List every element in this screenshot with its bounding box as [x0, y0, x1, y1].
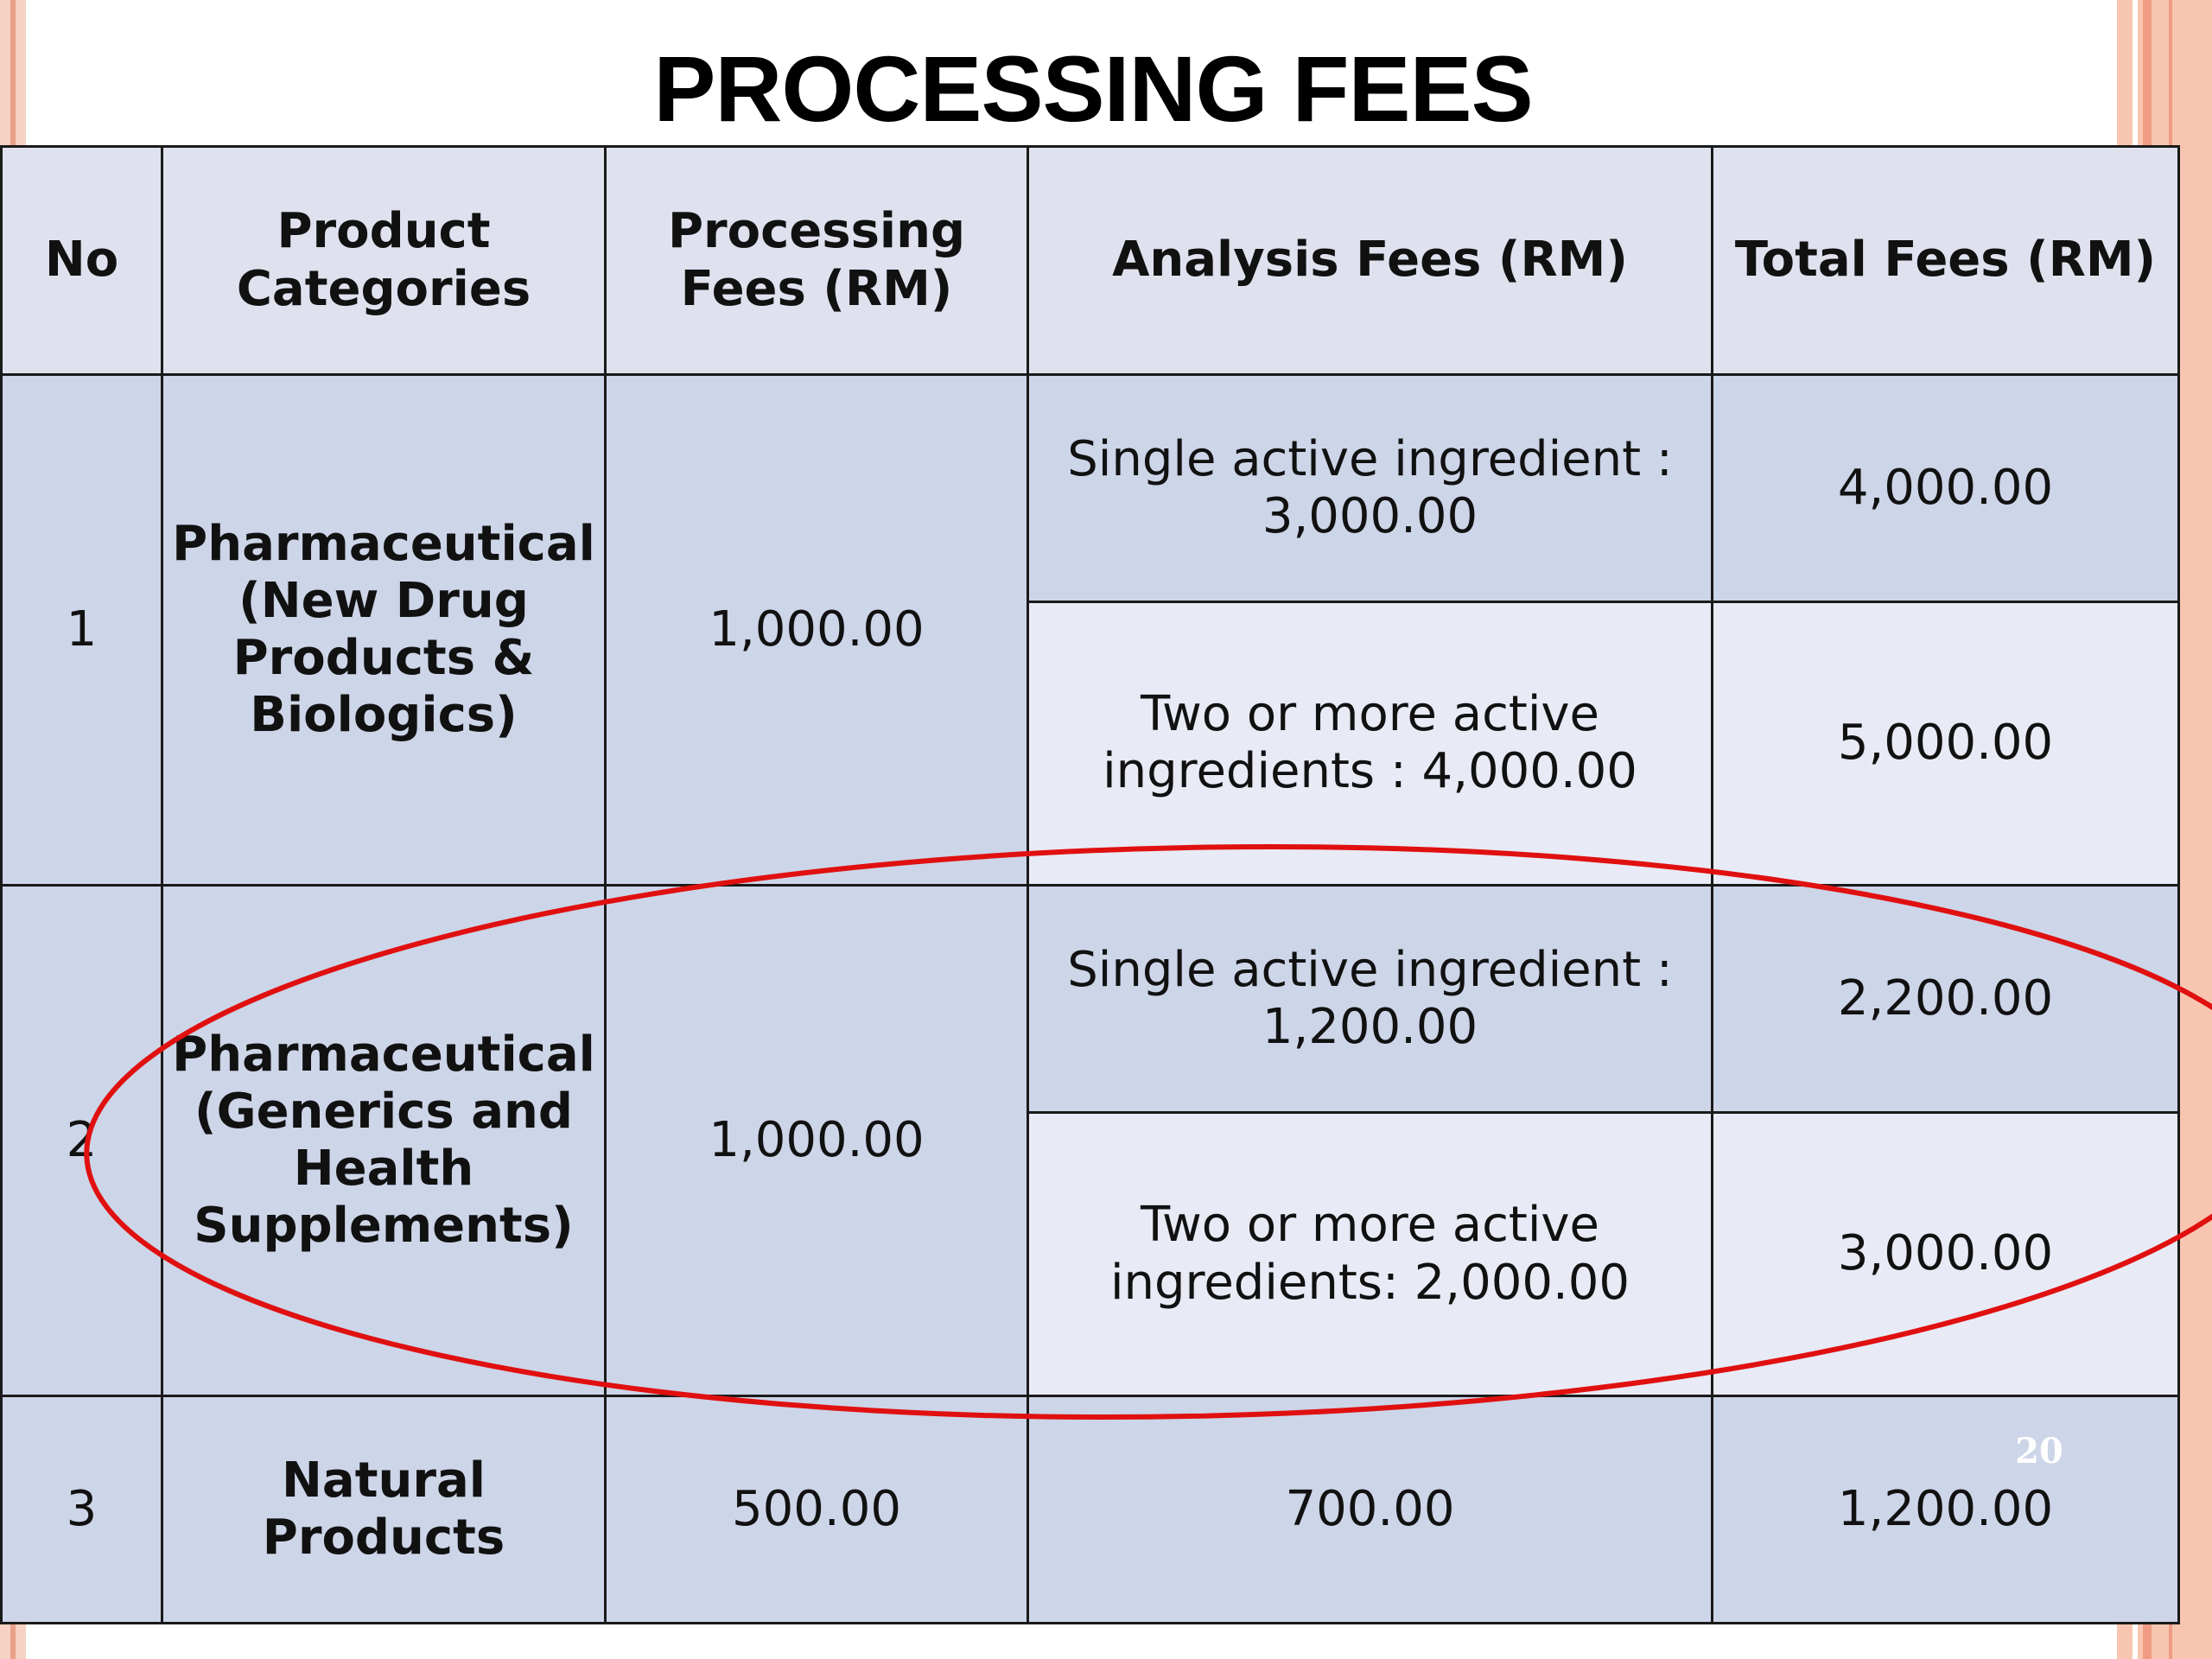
product-category-cell: Pharmaceutical (New Drug Products & Biol… — [161, 372, 607, 887]
row-no-cell: 1 — [0, 372, 163, 887]
processing-fee-cell: 1,000.00 — [604, 372, 1029, 887]
analysis-fee-cell: Single active ingredient : 1,200.00 — [1027, 884, 1713, 1114]
total-fee-cell: 3,000.00 — [1711, 1110, 2180, 1398]
row-no-cell: 3 — [0, 1395, 163, 1624]
analysis-fee-cell: 700.00 — [1027, 1395, 1713, 1624]
header-total-fees: Total Fees (RM) — [1711, 145, 2180, 376]
processing-fee-cell: 500.00 — [604, 1395, 1029, 1624]
row-no-cell: 2 — [0, 884, 163, 1398]
slide-page-number: 20 — [2015, 1431, 2063, 1471]
table-row: 3 Natural Products 500.00 700.00 1,200.0… — [0, 1395, 2180, 1624]
header-no: No — [0, 145, 163, 376]
header-product-categories: Product Categories — [161, 145, 607, 376]
product-category-cell: Pharmaceutical (Generics and Health Supp… — [161, 884, 607, 1398]
total-fee-cell: 2,200.00 — [1711, 884, 2180, 1114]
header-row: No Product Categories Processing Fees (R… — [0, 145, 2180, 376]
analysis-fee-cell: Two or more active ingredients: 2,000.00 — [1027, 1110, 1713, 1398]
analysis-fee-cell: Two or more active ingredients : 4,000.0… — [1027, 600, 1713, 887]
table-row: 2 Pharmaceutical (Generics and Health Su… — [0, 884, 2180, 1398]
processing-fee-cell: 1,000.00 — [604, 884, 1029, 1398]
analysis-fee-cell: Single active ingredient : 3,000.00 — [1027, 373, 1713, 603]
slide-title: PROCESSING FEES — [653, 36, 1533, 141]
total-fee-cell: 1,200.00 — [1711, 1395, 2180, 1624]
processing-fees-table: No Product Categories Processing Fees (R… — [0, 145, 2180, 1624]
header-processing-fees: Processing Fees (RM) — [604, 145, 1029, 376]
total-fee-cell: 4,000.00 — [1711, 373, 2180, 603]
product-category-cell: Natural Products — [161, 1395, 607, 1624]
total-fee-cell: 5,000.00 — [1711, 600, 2180, 887]
table-row: 1 Pharmaceutical (New Drug Products & Bi… — [0, 372, 2180, 887]
header-analysis-fees: Analysis Fees (RM) — [1027, 145, 1713, 376]
